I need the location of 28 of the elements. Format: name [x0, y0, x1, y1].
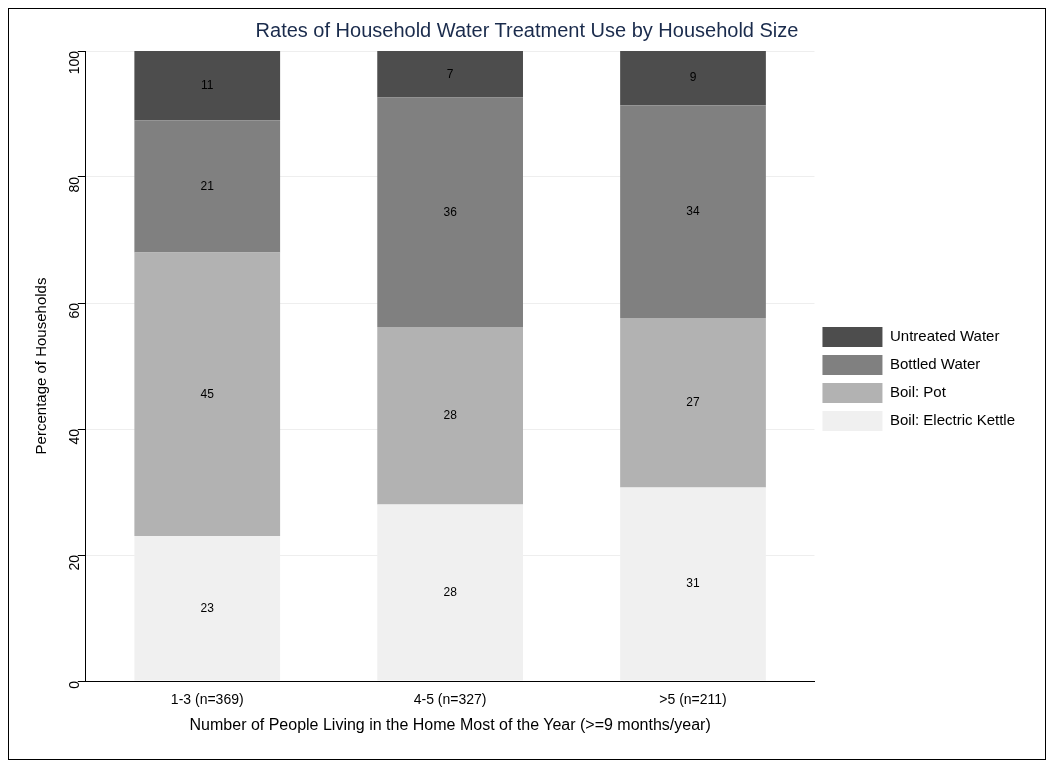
y-axis-title: Percentage of Households	[32, 277, 50, 455]
y-tick-label: 80	[65, 176, 82, 193]
data-label: 34	[686, 203, 701, 218]
data-label: 11	[201, 77, 214, 92]
y-tick-label: 60	[65, 302, 82, 319]
data-label: 21	[200, 178, 215, 193]
data-label: 7	[446, 66, 454, 81]
y-tick-label: 20	[65, 554, 82, 571]
data-label: 28	[443, 584, 458, 599]
x-tick-label: 4-5 (n=327)	[413, 691, 487, 708]
legend-label: Boil: Pot	[889, 383, 947, 401]
x-axis-title: Number of People Living in the Home Most of the Year (>=9 months/year)	[189, 715, 711, 733]
data-label: 28	[443, 408, 458, 423]
data-label: 31	[686, 576, 701, 591]
x-tick-label: >5 (n=211)	[659, 691, 727, 708]
data-label: 27	[686, 395, 701, 410]
legend-label: Untreated Water	[889, 327, 1000, 345]
chart-title: Rates of Household Water Treatment Use by Household Size	[255, 18, 799, 41]
data-label: 36	[443, 204, 458, 219]
data-label: 45	[200, 386, 215, 401]
legend-label: Bottled Water	[889, 355, 981, 373]
y-tick-label: 40	[65, 428, 82, 445]
data-label: 9	[689, 70, 697, 85]
legend-label: Boil: Electric Kettle	[889, 411, 1015, 429]
y-tick-label: 0	[65, 680, 82, 689]
data-label: 23	[200, 600, 215, 615]
y-tick-label: 100	[65, 50, 82, 75]
x-tick-label: 1-3 (n=369)	[170, 691, 244, 708]
